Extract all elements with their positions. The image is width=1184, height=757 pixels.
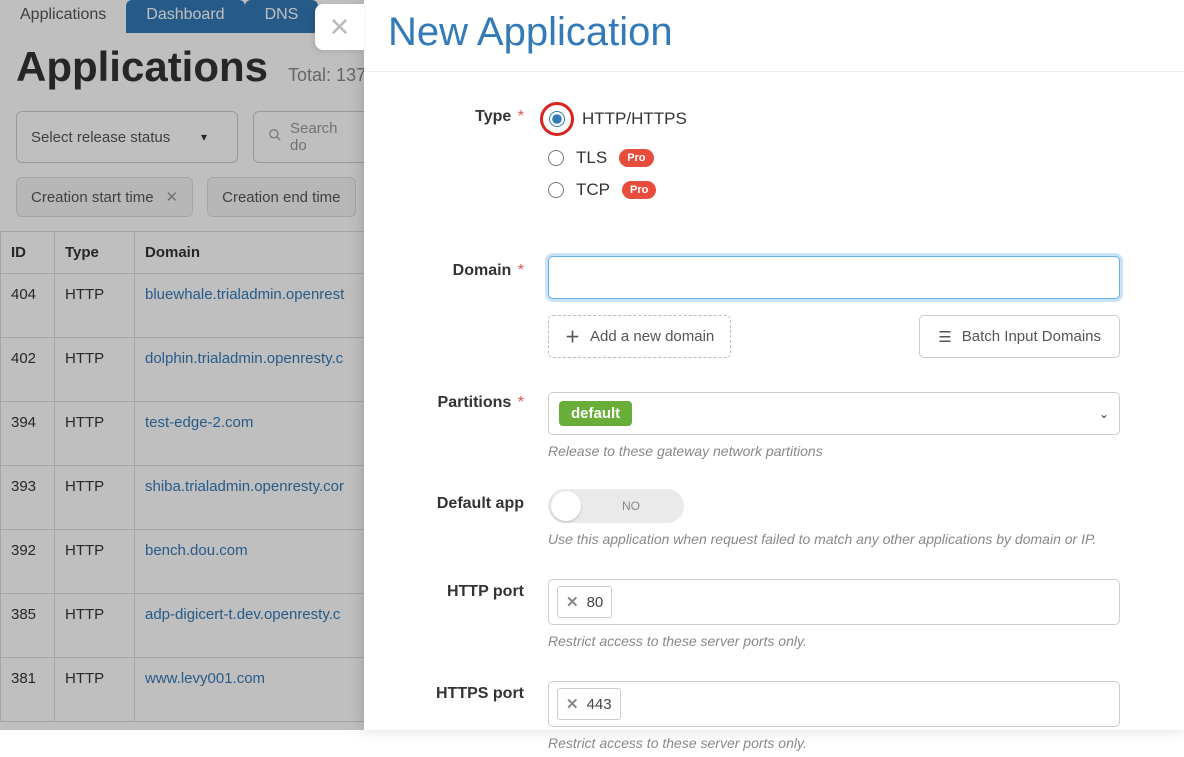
remove-port-icon[interactable]: ✕: [566, 695, 579, 713]
close-icon: ✕: [329, 12, 351, 43]
batch-domains-label: Batch Input Domains: [962, 328, 1101, 345]
label-http-port: HTTP port: [447, 583, 524, 600]
port-chip-80[interactable]: ✕ 80: [557, 586, 612, 618]
new-application-modal: ✕ New Application Type * HTTP/HTTPS TLS …: [364, 0, 1184, 730]
partitions-help: Release to these gateway network partiti…: [548, 443, 1120, 459]
radio-tls[interactable]: [548, 150, 564, 166]
radio-label-tls[interactable]: TLS: [576, 148, 607, 168]
required-marker: *: [513, 394, 524, 411]
remove-port-icon[interactable]: ✕: [566, 593, 579, 611]
add-domain-label: Add a new domain: [590, 328, 714, 345]
default-app-toggle[interactable]: NO: [548, 489, 684, 523]
required-marker: *: [513, 108, 524, 125]
https-port-input[interactable]: ✕ 443: [548, 681, 1120, 727]
default-app-help: Use this application when request failed…: [548, 531, 1120, 547]
required-marker: *: [513, 262, 524, 279]
modal-title: New Application: [364, 0, 1184, 72]
https-port-help: Restrict access to these server ports on…: [548, 735, 1120, 751]
http-port-help: Restrict access to these server ports on…: [548, 633, 1120, 649]
http-port-input[interactable]: ✕ 80: [548, 579, 1120, 625]
label-type: Type: [475, 108, 511, 125]
domain-input[interactable]: [548, 256, 1120, 299]
close-modal-button[interactable]: ✕: [315, 4, 364, 50]
partitions-select[interactable]: default ⌄: [548, 392, 1120, 435]
radio-http-https[interactable]: [549, 111, 565, 127]
label-default-app: Default app: [437, 495, 524, 512]
pro-badge: Pro: [622, 181, 656, 199]
radio-label-http[interactable]: HTTP/HTTPS: [582, 109, 687, 129]
port-chip-443[interactable]: ✕ 443: [557, 688, 621, 720]
partition-tag[interactable]: default: [559, 401, 632, 426]
toggle-knob: [551, 491, 581, 521]
radio-tcp[interactable]: [548, 182, 564, 198]
port-value: 80: [587, 594, 604, 611]
add-domain-button[interactable]: ＋ Add a new domain: [548, 315, 731, 358]
list-icon: ☰: [938, 328, 951, 346]
radio-label-tcp[interactable]: TCP: [576, 180, 610, 200]
highlight-circle: [540, 102, 574, 136]
label-domain: Domain: [453, 262, 512, 279]
label-partitions: Partitions: [438, 394, 512, 411]
label-https-port: HTTPS port: [436, 685, 524, 702]
port-value: 443: [587, 696, 612, 713]
pro-badge: Pro: [619, 149, 653, 167]
batch-domains-button[interactable]: ☰ Batch Input Domains: [919, 315, 1120, 358]
chevron-down-icon: ⌄: [1099, 407, 1109, 421]
plus-icon: ＋: [565, 326, 580, 347]
